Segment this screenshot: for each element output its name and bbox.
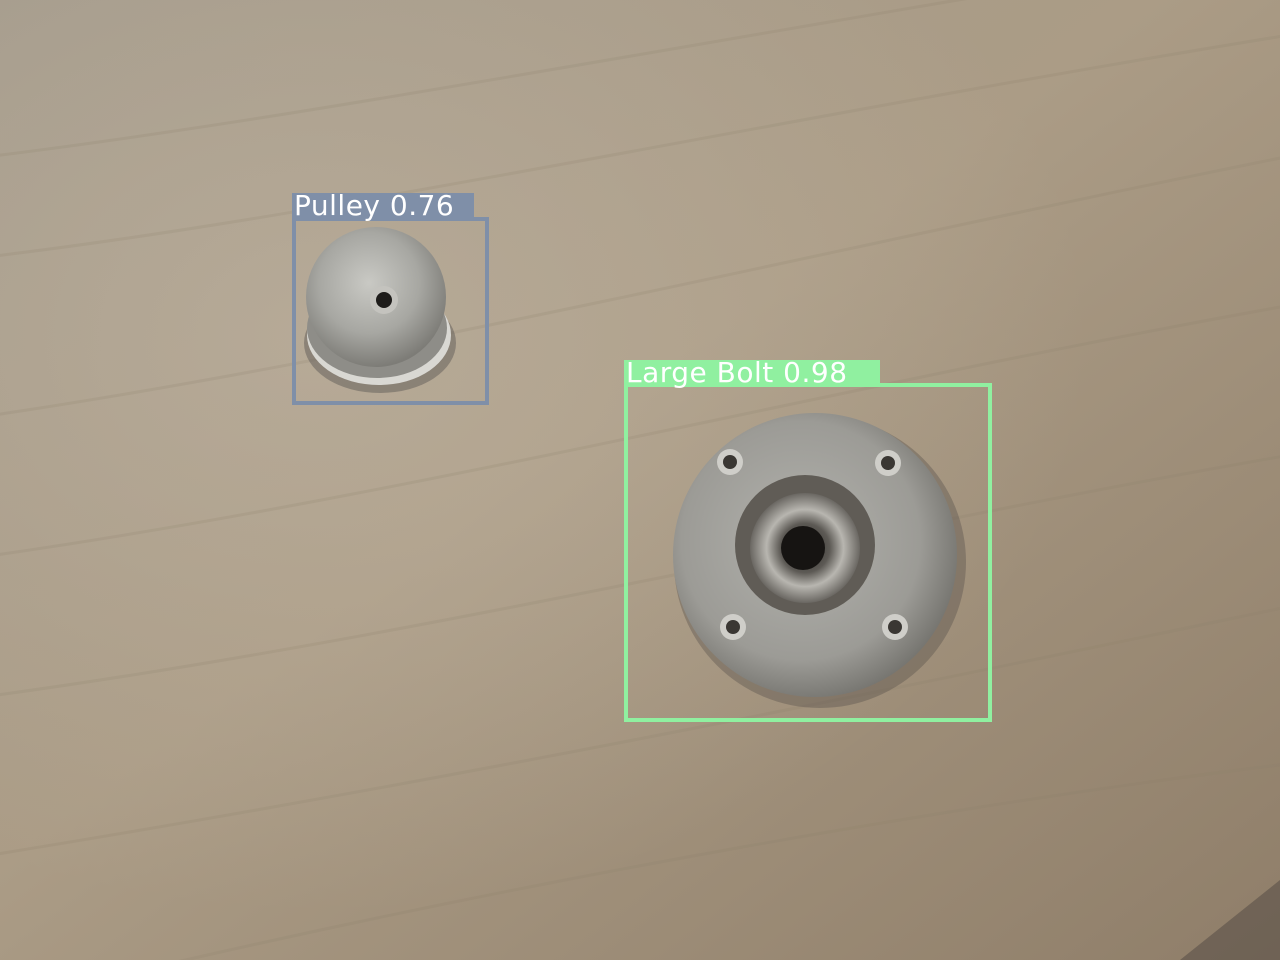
large-bolt-object (673, 413, 966, 708)
large-bolt-bounding-box (624, 383, 992, 722)
large-bolt-detection-label: Large Bolt 0.98 (624, 359, 880, 387)
pulley-object (304, 227, 456, 393)
pulley-bounding-box (292, 217, 489, 405)
pulley-detection-label: Pulley 0.76 (292, 192, 474, 220)
